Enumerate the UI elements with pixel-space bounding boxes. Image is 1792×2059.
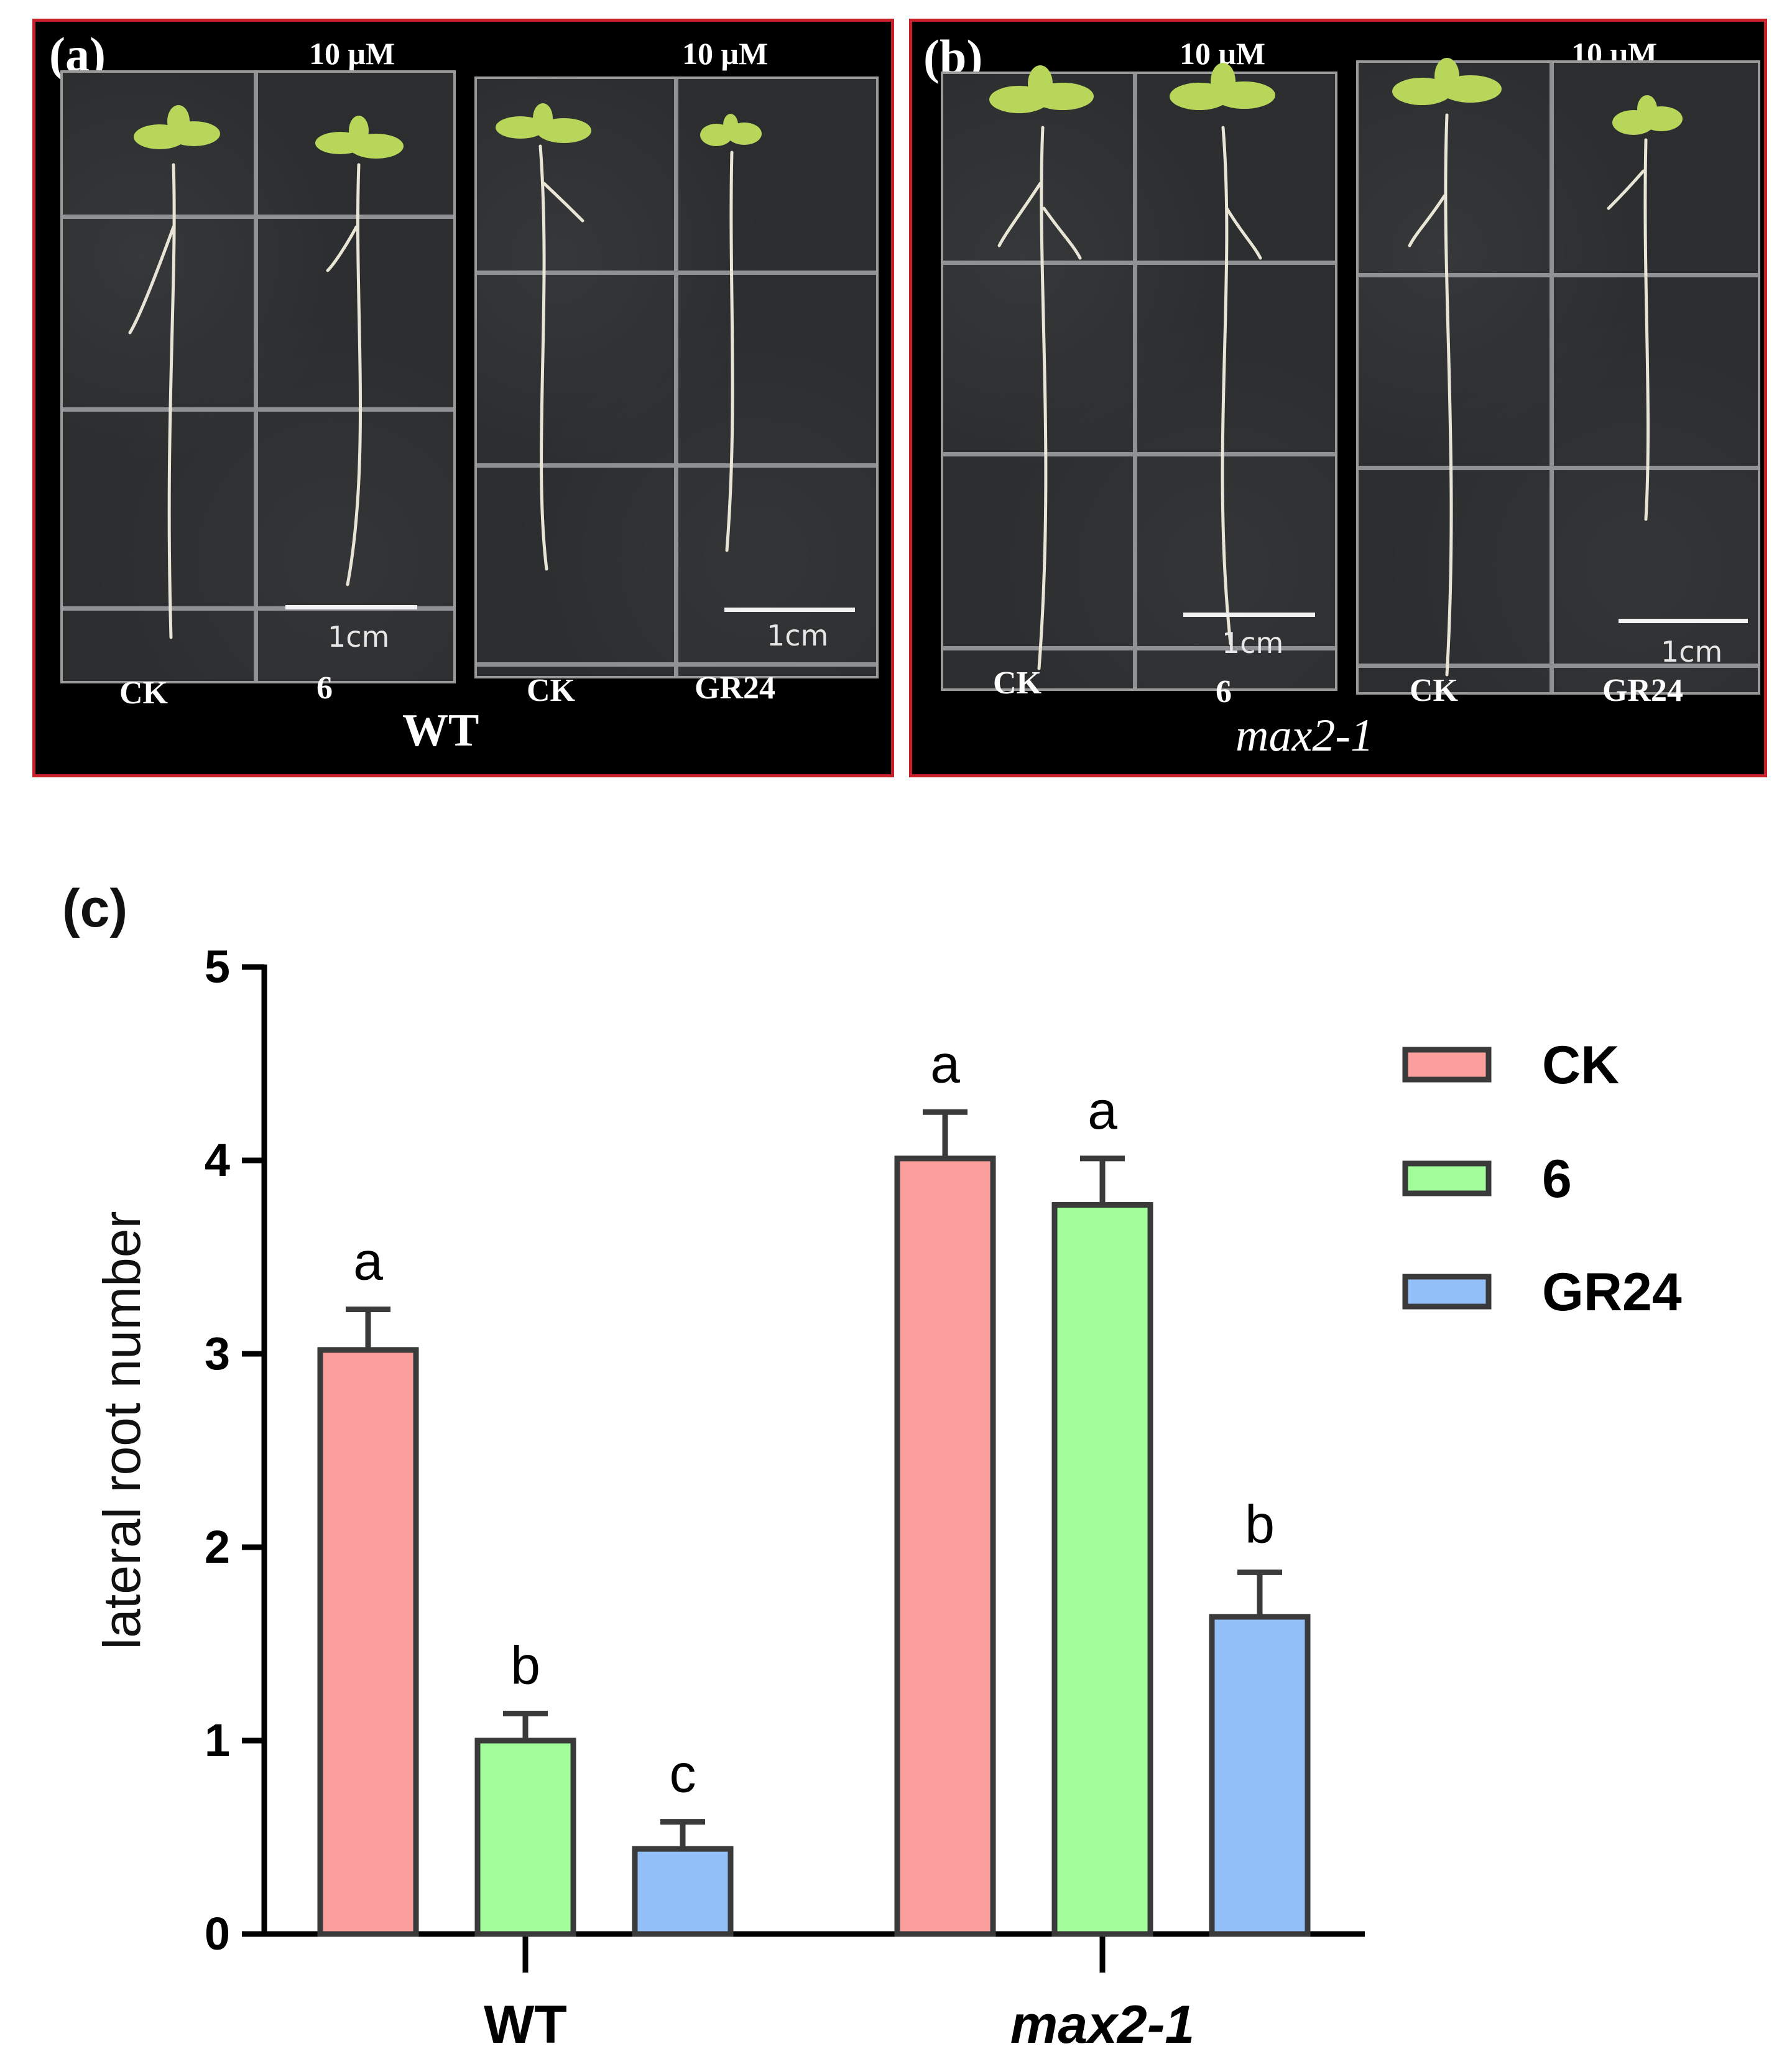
chart-panel-label: (c)	[62, 879, 127, 938]
panel-b-scalebar-right	[1619, 619, 1748, 623]
legend-swatch-6	[1402, 1160, 1492, 1196]
y-tick-label-5: 5	[205, 941, 230, 992]
bar-CK-max2-1	[894, 1155, 996, 1937]
sig-letter-GR24-max2-1: b	[1245, 1494, 1275, 1554]
panel-a-treatment-3: CK	[527, 673, 575, 708]
panel-a-conc-left: 10 μM	[309, 36, 395, 71]
panel-a-photo: (a) 10 μM 10 μM 1cm 1cm CK 6 CK GR24 W	[32, 19, 894, 777]
legend-swatch-CK	[1402, 1047, 1492, 1083]
sig-letter-CK-WT: a	[353, 1231, 383, 1291]
bar-GR24-max2-1	[1209, 1614, 1311, 1937]
panel-b-genotype: max2-1	[1235, 710, 1374, 761]
y-tick-label-4: 4	[205, 1134, 230, 1186]
x-tick-label-max2-1: max2-1	[1010, 1995, 1194, 2055]
y-tick-label-3: 3	[205, 1328, 230, 1379]
panel-a-conc-right: 10 μM	[682, 36, 769, 71]
y-tick-label-2: 2	[205, 1521, 230, 1573]
panel-b-plate-left	[941, 72, 1337, 691]
bar-6-WT	[474, 1737, 576, 1937]
panel-a-scale-text-right: 1cm	[767, 619, 829, 652]
panel-b-treatment-4: GR24	[1602, 673, 1683, 708]
panel-b-treatment-2: 6	[1216, 674, 1232, 710]
chart-bars: a b c a a b	[317, 1034, 1311, 1937]
panel-a-scale-text-left: 1cm	[328, 620, 390, 654]
panel-a-treatment-4: GR24	[695, 670, 775, 706]
legend-label-GR24: GR24	[1542, 1262, 1682, 1322]
bar-6-max2-1	[1051, 1202, 1153, 1937]
panel-b-photo: (b) 10 μM 10 μM 1cm 1cm CK 6 CK G	[909, 19, 1767, 777]
sig-letter-CK-max2-1: a	[930, 1034, 960, 1094]
panel-a-seedlings	[128, 103, 762, 639]
panel-b-plate-right	[1356, 60, 1760, 695]
panel-b-seedlings	[989, 58, 1683, 677]
sig-letter-6-WT: b	[510, 1636, 540, 1695]
sig-letter-GR24-WT: c	[670, 1744, 696, 1804]
panel-b-scale-text-right: 1cm	[1661, 635, 1723, 669]
y-axis-label: lateral root number	[93, 1211, 151, 1649]
bar-GR24-WT	[632, 1846, 734, 1937]
panel-a-scalebar-left	[285, 605, 417, 609]
panel-b-treatment-1: CK	[993, 665, 1041, 701]
panel-a-genotype: WT	[402, 705, 479, 756]
legend-label-6: 6	[1542, 1149, 1572, 1209]
panel-b-scalebar-left	[1183, 613, 1315, 617]
y-tick-label-1: 1	[205, 1714, 230, 1766]
legend-label-CK: CK	[1542, 1035, 1619, 1095]
chart-axes: 0 1 2 3 4 5 WT max2-1	[205, 941, 1365, 2055]
panel-a-scalebar-right	[724, 608, 855, 612]
panel-a-treatment-1: CK	[119, 675, 168, 711]
panel-b-scale-text-left: 1cm	[1222, 626, 1284, 660]
panel-a-treatment-2: 6	[316, 670, 333, 706]
legend-swatch-GR24	[1402, 1274, 1492, 1310]
lateral-root-chart: (c) lateral root number 0 1 2 3 4 5 WT max2-1 a…	[62, 879, 1682, 2055]
bar-CK-WT	[317, 1347, 419, 1937]
panel-a-plate-left	[60, 70, 456, 683]
x-tick-label-WT: WT	[484, 1995, 567, 2055]
panel-b-treatment-3: CK	[1410, 673, 1458, 708]
chart-legend: CK 6 GR24	[1402, 1035, 1682, 1322]
sig-letter-6-max2-1: a	[1088, 1081, 1117, 1141]
y-tick-label-0: 0	[205, 1908, 230, 1960]
